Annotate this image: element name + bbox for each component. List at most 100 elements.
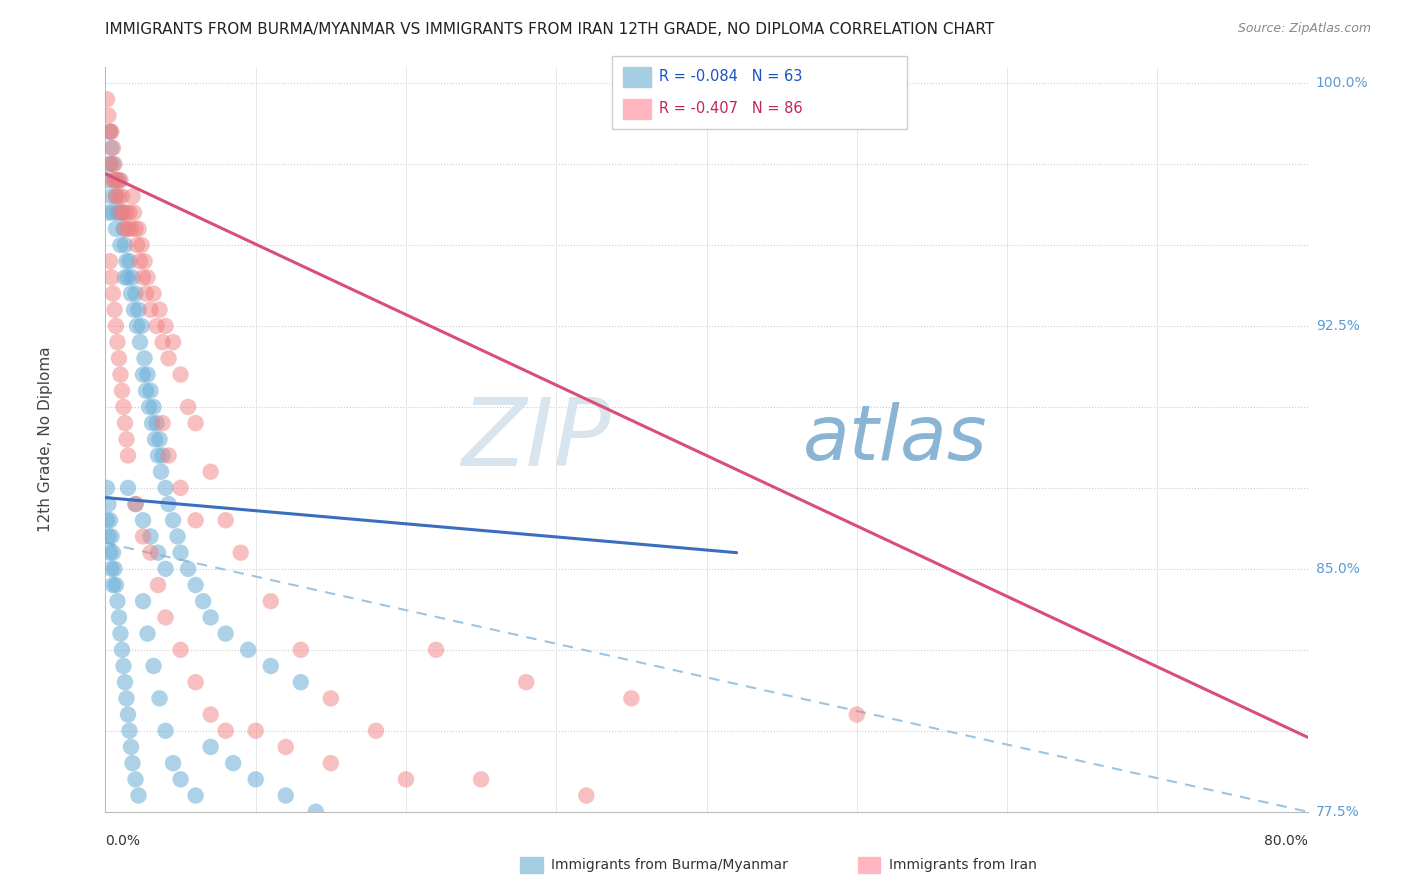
Point	[274, 739, 297, 754]
Point	[152, 335, 174, 350]
Point	[110, 626, 132, 640]
Point	[148, 432, 170, 446]
Text: 85.0%: 85.0%	[1316, 562, 1360, 576]
Point	[515, 675, 537, 690]
Point	[142, 659, 165, 673]
Point	[100, 562, 122, 576]
Point	[290, 675, 312, 690]
Point	[150, 465, 173, 479]
Point	[129, 254, 152, 268]
Point	[115, 432, 138, 446]
Point	[260, 659, 283, 673]
Point	[104, 173, 127, 187]
Point	[112, 205, 135, 219]
Text: 92.5%: 92.5%	[1316, 319, 1360, 333]
Point	[142, 286, 165, 301]
Point	[120, 222, 142, 236]
Point	[148, 691, 170, 706]
Point	[108, 610, 131, 624]
Point	[162, 756, 184, 771]
Point	[121, 756, 143, 771]
Point	[200, 465, 222, 479]
Point	[184, 675, 207, 690]
Point	[238, 642, 260, 657]
Point	[305, 805, 328, 819]
Point	[121, 189, 143, 203]
Point	[103, 173, 125, 187]
Point	[191, 594, 214, 608]
Point	[136, 270, 159, 285]
Point	[162, 513, 184, 527]
Point	[97, 497, 120, 511]
Point	[97, 108, 120, 122]
Point	[118, 254, 141, 268]
Point	[107, 205, 129, 219]
Point	[184, 578, 207, 592]
Point	[132, 594, 155, 608]
Point	[110, 368, 132, 382]
Text: R = -0.407   N = 86: R = -0.407 N = 86	[659, 102, 803, 116]
Point	[107, 173, 129, 187]
Point	[98, 125, 121, 139]
Point	[274, 789, 297, 803]
Point	[131, 238, 153, 252]
Point	[101, 173, 124, 187]
Text: 0.0%: 0.0%	[105, 834, 141, 848]
Point	[114, 270, 136, 285]
Point	[143, 432, 166, 446]
Text: Immigrants from Iran: Immigrants from Iran	[889, 858, 1036, 872]
Point	[110, 205, 132, 219]
Point	[155, 562, 177, 576]
Point	[100, 529, 122, 543]
Point	[364, 723, 387, 738]
Point	[146, 546, 169, 560]
Point	[98, 513, 121, 527]
Point	[112, 400, 135, 414]
Point	[139, 302, 162, 317]
Text: 80.0%: 80.0%	[1264, 834, 1308, 848]
Point	[139, 546, 162, 560]
Point	[98, 254, 121, 268]
Point	[124, 222, 146, 236]
Point	[115, 205, 138, 219]
Point	[114, 416, 136, 430]
Point	[229, 546, 252, 560]
Point	[124, 286, 146, 301]
Point	[118, 205, 141, 219]
Point	[157, 497, 180, 511]
Point	[108, 351, 131, 366]
Point	[319, 691, 342, 706]
Text: Source: ZipAtlas.com: Source: ZipAtlas.com	[1237, 22, 1371, 36]
Point	[152, 416, 174, 430]
Point	[184, 789, 207, 803]
Point	[103, 562, 125, 576]
Point	[103, 157, 125, 171]
Point	[110, 205, 132, 219]
Point	[125, 318, 148, 333]
Point	[115, 254, 138, 268]
Point	[128, 222, 150, 236]
Point	[118, 723, 141, 738]
Point	[162, 335, 184, 350]
Point	[470, 772, 492, 787]
Text: Immigrants from Burma/Myanmar: Immigrants from Burma/Myanmar	[551, 858, 787, 872]
Point	[128, 789, 150, 803]
Point	[157, 449, 180, 463]
Point	[114, 675, 136, 690]
Point	[620, 691, 643, 706]
Point	[114, 238, 136, 252]
Point	[100, 270, 122, 285]
Point	[107, 594, 129, 608]
Point	[101, 157, 124, 171]
Point	[200, 610, 222, 624]
Point	[122, 205, 145, 219]
Point	[132, 529, 155, 543]
Point	[115, 691, 138, 706]
Text: 100.0%: 100.0%	[1316, 76, 1368, 90]
Point	[169, 772, 191, 787]
Point	[122, 302, 145, 317]
Point	[96, 513, 118, 527]
Point	[184, 513, 207, 527]
Point	[132, 270, 155, 285]
Point	[96, 173, 118, 187]
